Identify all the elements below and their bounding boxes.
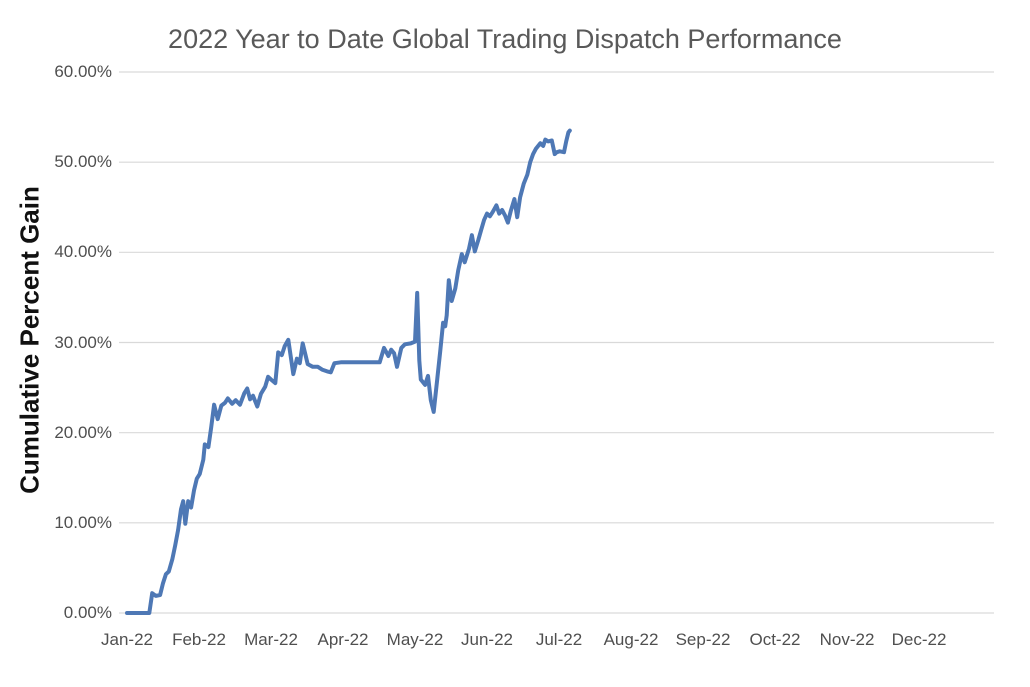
gridlines — [119, 71, 994, 614]
x-tick-label: Dec-22 — [891, 630, 947, 649]
x-tick-label: Nov-22 — [819, 630, 875, 649]
y-tick-label: 30.00% — [54, 333, 112, 352]
y-tick-label: 10.00% — [54, 513, 112, 532]
x-tick-label: Jun-22 — [461, 630, 513, 649]
x-tick-label: Jul-22 — [535, 630, 583, 649]
x-tick-label: Mar-22 — [244, 630, 298, 649]
x-tick-label: May-22 — [386, 630, 444, 649]
x-tick-label: Sep-22 — [675, 630, 731, 649]
x-tick-label: Apr-22 — [317, 630, 369, 649]
chart-title: 2022 Year to Date Global Trading Dispatc… — [168, 24, 842, 54]
x-tick-label: Aug-22 — [603, 630, 659, 649]
y-tick-label: 0.00% — [63, 603, 112, 622]
y-tick-label: 40.00% — [54, 242, 112, 261]
y-tick-label: 50.00% — [54, 152, 112, 171]
x-tick-label: Oct-22 — [749, 630, 801, 649]
cumulative-gain-line — [125, 128, 572, 615]
x-tick-label: Feb-22 — [172, 630, 226, 649]
y-tick-label: 60.00% — [54, 62, 112, 81]
y-tick-label: 20.00% — [54, 423, 112, 442]
x-tick-label: Jan-22 — [101, 630, 153, 649]
